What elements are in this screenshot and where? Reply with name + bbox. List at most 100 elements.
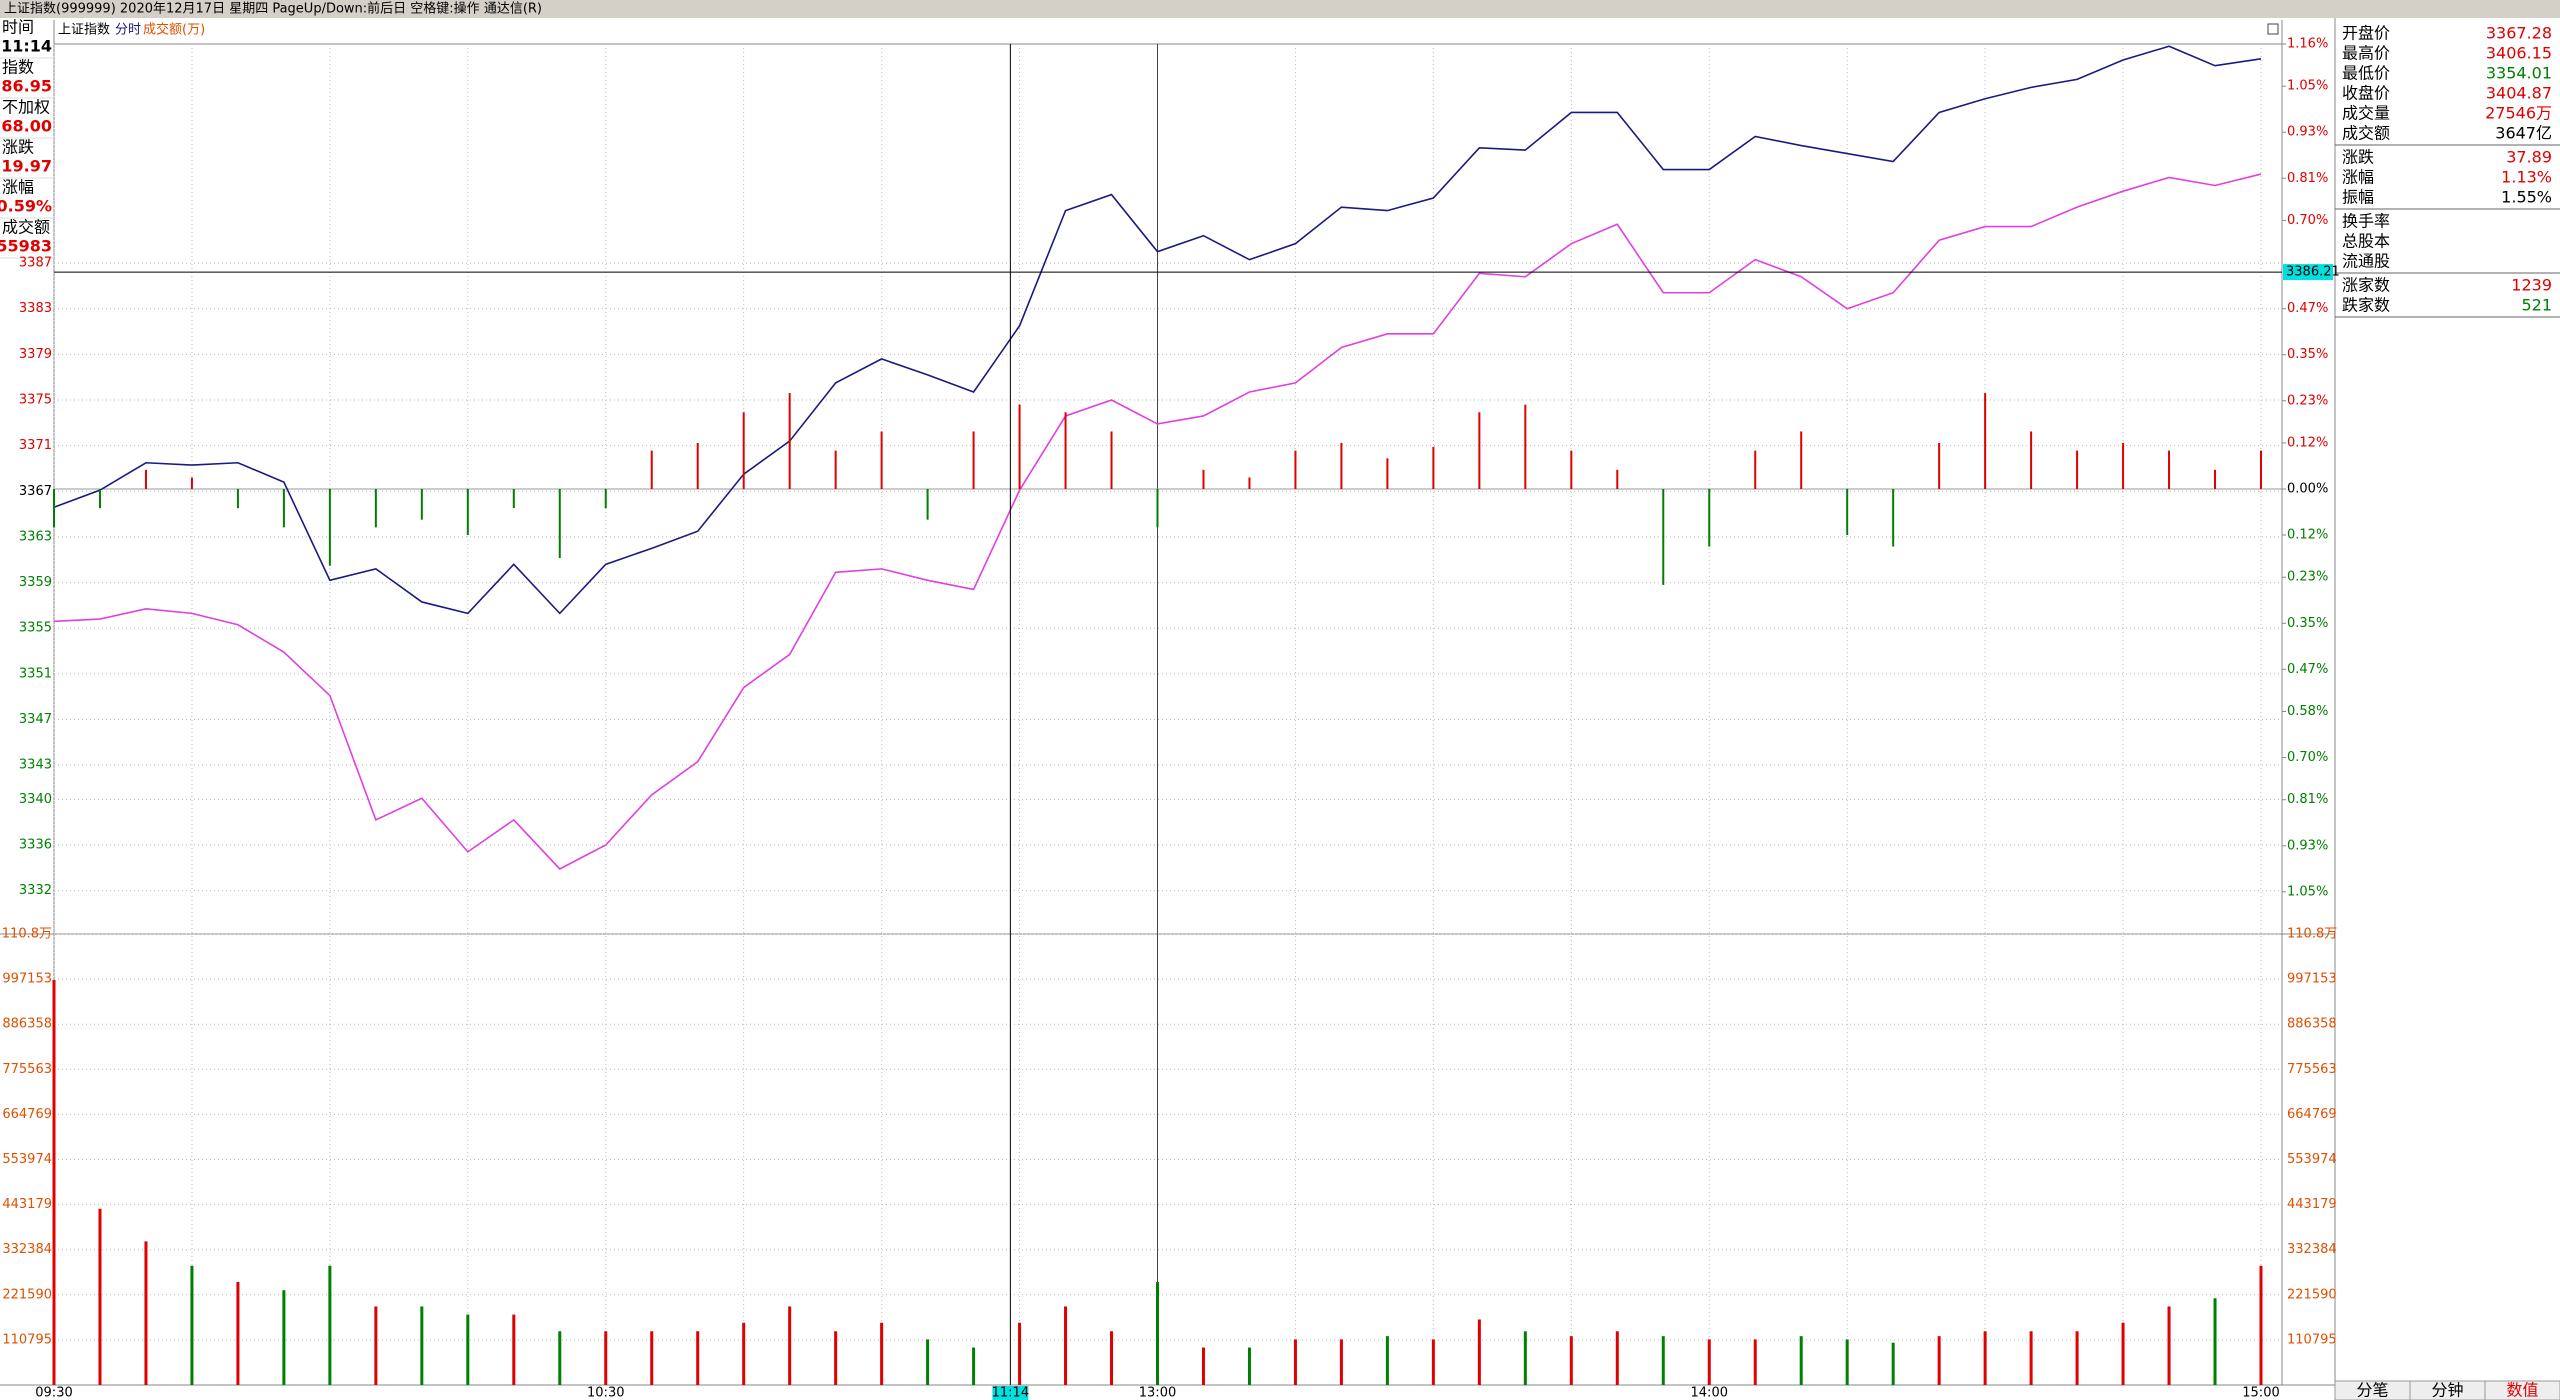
breadth-bar [2260, 450, 2262, 489]
y-tick-label: 110.8万 [2, 927, 52, 942]
y-tick-label: 221590 [2, 1287, 52, 1302]
volume-bar [282, 1290, 286, 1385]
volume-bar [2213, 1298, 2217, 1385]
volume-bar [1615, 1331, 1619, 1385]
tab-label[interactable]: 数值 [2506, 1381, 2538, 1400]
x-tick-label: 15:00 [2242, 1386, 2279, 1400]
volume-bar [2029, 1331, 2033, 1385]
price-line [53, 45, 2262, 615]
info-label: 成交额 [2, 218, 50, 237]
cursor-price-box [2283, 264, 2333, 281]
volume-bar [2167, 1306, 2171, 1385]
breadth-bar [420, 489, 423, 520]
info-label: 成交额 [2342, 124, 2390, 143]
breadth-bar [696, 442, 699, 489]
y-tick-label: 221590 [2287, 1287, 2337, 1302]
info-label: 成交量 [2342, 104, 2390, 123]
y2-tick-label: 0.23% [2287, 570, 2328, 585]
volume-bar [1247, 1347, 1251, 1385]
y-tick-label: 3387 [19, 256, 52, 271]
y-tick-label: 110.8万 [2287, 927, 2337, 942]
y2-tick-label: 0.70% [2287, 750, 2328, 765]
breadth-bar [2214, 469, 2217, 489]
x-tick-label: 13:00 [1139, 1386, 1176, 1400]
y-tick-label: 886358 [2287, 1017, 2337, 1032]
breadth-bar [1018, 404, 1021, 489]
breadth-bar [1984, 393, 1987, 489]
y-tick-label: 553974 [2, 1152, 52, 1167]
info-value: 1.13% [2501, 168, 2552, 187]
y2-tick-label: 0.12% [2287, 528, 2328, 543]
y2-tick-label: 0.93% [2287, 125, 2328, 140]
info-value: 27546万 [2485, 104, 2552, 123]
info-value: 3647亿 [2495, 124, 2552, 143]
volume-bar [1018, 1322, 1022, 1385]
breadth-bar [1386, 458, 1389, 489]
tab[interactable] [2484, 1380, 2560, 1400]
y-tick-label: 3363 [19, 529, 52, 544]
info-label: 涨跌 [2342, 148, 2374, 167]
volume-bar [926, 1339, 930, 1385]
breadth-bar [1754, 450, 1757, 489]
breadth-bar [1064, 412, 1067, 489]
y2-tick-label: 0.47% [2287, 301, 2328, 316]
y-tick-label: 443179 [2, 1197, 52, 1212]
info-label: 不加权 [2, 98, 50, 117]
breadth-bar [1478, 412, 1481, 489]
breadth-bar [1248, 477, 1251, 489]
volume-bar [512, 1314, 516, 1385]
y-tick-label: 3371 [19, 438, 52, 453]
y-tick-label: 664769 [2, 1107, 52, 1122]
info-value: 3386.95 [0, 77, 52, 96]
maximize-button [2267, 23, 2279, 35]
info-value: 521 [2521, 296, 2552, 315]
breadth-bar [650, 450, 653, 489]
y-tick-label: 332384 [2287, 1242, 2337, 1257]
breadth-bar [1938, 442, 1941, 489]
y-tick-label: 3383 [19, 301, 52, 316]
y2-tick-label: 0.70% [2287, 213, 2328, 228]
y-tick-label: 3355 [19, 621, 52, 636]
y2-tick-label: 0.00% [2287, 482, 2328, 497]
y-tick-label: 997153 [2, 972, 52, 987]
info-label: 流通股 [2342, 252, 2390, 271]
info-value: 3404.87 [2486, 84, 2552, 103]
y-tick-label: 3347 [19, 712, 52, 727]
y-tick-label: 3336 [19, 838, 52, 853]
breadth-bar [1340, 442, 1343, 489]
info-value: 1.55% [2501, 188, 2552, 207]
y-tick-label: 3351 [19, 666, 52, 681]
y2-tick-label: 0.81% [2287, 792, 2328, 807]
chart-label: 上证指数 [58, 23, 110, 38]
breadth-bar [53, 489, 55, 528]
tab-label[interactable]: 分笔 [2356, 1381, 2388, 1400]
breadth-bar [1110, 431, 1113, 489]
volume-bar [466, 1314, 470, 1385]
y-tick-label: 443179 [2287, 1197, 2337, 1212]
x-tick-label: 09:30 [35, 1386, 72, 1400]
breadth-bar [2122, 442, 2125, 489]
breadth-bar [374, 489, 377, 528]
volume-bar [696, 1331, 700, 1385]
tab-label[interactable]: 分钟 [2431, 1381, 2463, 1400]
cursor-time-box [992, 1386, 1029, 1400]
info-label: 最高价 [2342, 44, 2390, 63]
main-area [0, 18, 2560, 1400]
y-tick-label: 3332 [19, 883, 52, 898]
volume-bar [1064, 1306, 1068, 1385]
volume-bar [144, 1241, 148, 1385]
info-label: 开盘价 [2342, 24, 2390, 43]
y2-tick-label: 0.35% [2287, 616, 2328, 631]
info-label: 总股本 [2342, 232, 2390, 251]
volume-bar [1799, 1336, 1803, 1385]
volume-bar [1569, 1336, 1573, 1385]
breadth-bar [190, 477, 193, 489]
y-tick-label: 3359 [19, 575, 52, 590]
volume-bar [1110, 1331, 1114, 1385]
y-tick-label: 110795 [2287, 1332, 2337, 1347]
volume-bar [650, 1331, 654, 1385]
y2-tick-label: 1.16% [2287, 37, 2328, 52]
volume-bar [236, 1282, 240, 1385]
info-label: 时间 [2, 18, 34, 37]
breadth-bar [2168, 450, 2171, 489]
